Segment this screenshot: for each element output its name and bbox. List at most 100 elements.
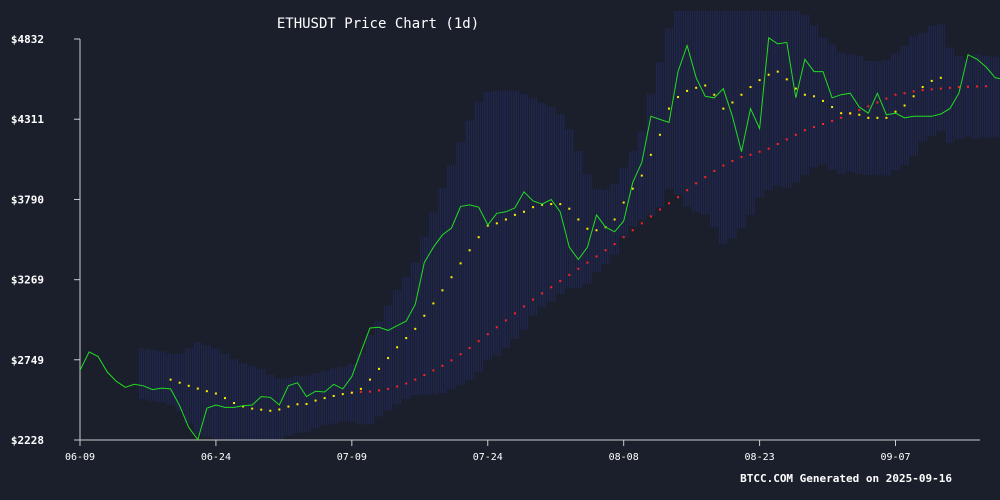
ma50-point [921,89,924,92]
ma50-point [477,340,480,343]
ma50-point [495,326,498,329]
ma50-point [468,347,471,350]
y-tick-label: $3269 [11,274,44,287]
y-tick-label: $2749 [11,354,44,367]
ma20-point [214,392,217,395]
ma50-point [822,123,825,126]
ma20-point [278,408,281,411]
ma20-point [332,394,335,397]
ma20-point [776,70,779,73]
ma20-point [912,95,915,98]
volatility-band [139,11,1000,440]
ma50-point [622,236,625,239]
x-tick-label: 09-07 [880,452,910,463]
ma20-point [568,207,571,210]
ma20-point [378,367,381,370]
y-tick-label: $2228 [11,434,44,447]
ma20-point [196,387,199,390]
ma20-point [513,213,516,216]
ma20-point [803,93,806,96]
ma20-point [840,112,843,115]
ma20-point [296,403,299,406]
ma50-point [441,364,444,367]
ma20-point [586,227,589,230]
ma50-point [677,196,680,199]
ma50-point [649,215,652,218]
ma50-point [586,261,589,264]
ma50-point [432,369,435,372]
ma50-point [767,147,770,150]
ma20-point [432,302,435,305]
ma50-point [976,85,979,88]
ma20-point [441,289,444,292]
y-tick-label: $4832 [11,33,44,46]
ma50-point [967,85,969,88]
ma20-point [885,116,888,119]
ma20-point [894,110,897,113]
ma50-point [414,378,417,381]
ma20-point [368,378,371,381]
ma20-point [223,397,226,400]
ma20-point [740,93,743,96]
ma20-point [323,397,326,400]
ma50-point [450,359,453,362]
ma50-point [957,86,960,89]
ma50-point [903,92,906,95]
ma20-point [359,387,362,390]
ma20-point [178,381,181,384]
ma20-point [921,86,924,89]
ma50-point [704,176,707,179]
ma20-point [341,393,344,396]
ma50-point [758,150,761,153]
ma20-point [667,107,670,110]
ma20-point [849,112,852,115]
ma50-point [695,182,698,185]
ma20-point [867,116,870,119]
ma20-point [831,106,834,109]
ma20-point [758,79,761,82]
ma20-point [939,76,942,79]
ma50-point [831,119,834,122]
ma50-point [604,249,607,252]
ma20-point [658,133,661,136]
ma20-point [477,236,480,239]
ma50-point [577,267,580,270]
axes [79,39,980,441]
ma50-point [423,374,426,377]
ma50-point [740,156,743,159]
ma20-point [450,276,453,279]
ma50-point [378,389,381,392]
ma20-point [749,86,752,89]
ma20-point [495,222,498,225]
x-tick-label: 06-24 [201,452,231,463]
ma50-point [794,133,797,136]
x-tick-label: 08-08 [609,452,639,463]
ma50-point [731,159,734,162]
y-tick-label: $3790 [11,193,44,206]
x-tick-label: 06-09 [65,452,95,463]
ma20-point [187,384,190,387]
ma20-point [930,79,933,82]
ma50-point [722,164,725,167]
ma20-series [169,70,942,412]
ma50-point [858,109,861,112]
ma50-point [387,387,390,390]
ma20-point [577,218,580,221]
ma20-point [305,402,308,405]
ma50-point [713,169,716,172]
ma50-point [948,86,951,89]
price-series [79,36,1000,441]
ma20-point [287,405,290,408]
ma20-point [269,409,272,412]
ma50-point [939,87,942,90]
ma50-point [513,312,516,315]
ma20-point [767,73,770,76]
ma50-point [405,382,408,385]
ma50-point [595,255,598,258]
ma20-point [903,104,906,107]
ma20-point [622,201,625,204]
x-tick-label: 08-23 [745,452,775,463]
ma50-point [550,286,553,289]
ma50-point [568,273,571,276]
